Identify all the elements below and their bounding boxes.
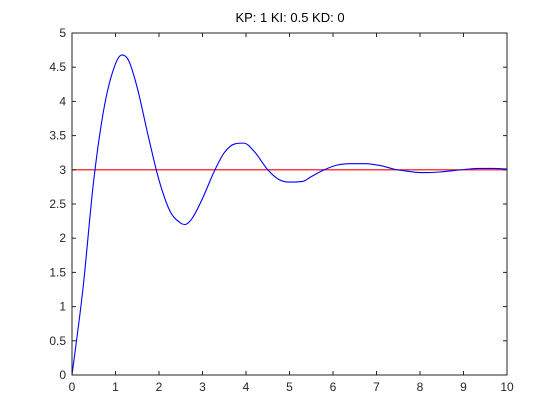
x-tick-label: 7 [373, 380, 380, 394]
plot-background [72, 33, 507, 375]
y-tick-label: 1 [59, 300, 66, 314]
y-tick-label: 2.5 [49, 197, 66, 211]
x-tick-label: 4 [243, 380, 250, 394]
x-tick-label: 6 [330, 380, 337, 394]
y-tick-label: 5 [59, 26, 66, 40]
y-tick-label: 1.5 [49, 265, 66, 279]
x-axis: 0 1 2 3 4 5 6 7 8 9 10 [69, 33, 514, 394]
chart-title: KP: 1 KI: 0.5 KD: 0 [235, 10, 344, 25]
x-tick-label: 8 [417, 380, 424, 394]
x-tick-label: 3 [199, 380, 206, 394]
y-axis: 0 0.5 1 1.5 2 2.5 3 3.5 4 4.5 5 [49, 26, 507, 382]
y-tick-label: 0 [59, 368, 66, 382]
y-tick-label: 4 [59, 94, 66, 108]
x-tick-label: 1 [112, 380, 119, 394]
series-layer [71, 54, 508, 376]
y-tick-label: 2 [59, 231, 66, 245]
x-tick-label: 2 [156, 380, 163, 394]
x-tick-label: 9 [460, 380, 467, 394]
y-tick-label: 3.5 [49, 129, 66, 143]
response-line [71, 54, 508, 376]
y-tick-label: 0.5 [49, 334, 66, 348]
y-tick-label: 3 [59, 163, 66, 177]
x-tick-label: 0 [69, 380, 76, 394]
y-tick-label: 4.5 [49, 60, 66, 74]
x-tick-label: 5 [286, 380, 293, 394]
x-tick-label: 10 [500, 380, 514, 394]
